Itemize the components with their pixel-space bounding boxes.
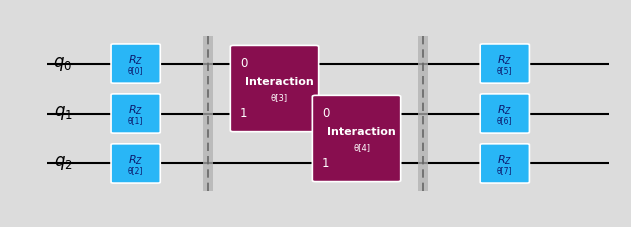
FancyBboxPatch shape <box>203 36 213 191</box>
FancyBboxPatch shape <box>480 44 529 83</box>
FancyBboxPatch shape <box>111 144 160 183</box>
FancyBboxPatch shape <box>230 45 319 132</box>
Text: θ[2]: θ[2] <box>128 166 143 175</box>
Text: θ[3]: θ[3] <box>271 93 288 102</box>
Text: 1: 1 <box>322 157 329 170</box>
Text: $R_Z$: $R_Z$ <box>128 53 143 67</box>
FancyBboxPatch shape <box>418 36 428 191</box>
Text: $R_Z$: $R_Z$ <box>128 103 143 117</box>
Text: Interaction: Interaction <box>245 77 314 87</box>
FancyBboxPatch shape <box>111 44 160 83</box>
Text: θ[5]: θ[5] <box>497 67 512 76</box>
FancyBboxPatch shape <box>480 144 529 183</box>
Text: θ[7]: θ[7] <box>497 166 512 175</box>
Text: θ[0]: θ[0] <box>128 67 143 76</box>
Text: $q_1$: $q_1$ <box>54 104 73 123</box>
Text: $R_Z$: $R_Z$ <box>497 153 512 167</box>
Text: 0: 0 <box>322 107 329 120</box>
Text: 0: 0 <box>240 57 247 70</box>
FancyBboxPatch shape <box>312 95 401 182</box>
Text: $R_Z$: $R_Z$ <box>497 103 512 117</box>
Text: $q_2$: $q_2$ <box>54 154 73 173</box>
Text: $R_Z$: $R_Z$ <box>128 153 143 167</box>
Text: 1: 1 <box>240 107 247 120</box>
Text: Interaction: Interaction <box>327 127 396 137</box>
Text: θ[6]: θ[6] <box>497 116 512 126</box>
FancyBboxPatch shape <box>111 94 160 133</box>
Text: θ[4]: θ[4] <box>353 143 370 152</box>
Text: θ[1]: θ[1] <box>128 116 143 126</box>
Text: $q_0$: $q_0$ <box>54 54 73 73</box>
FancyBboxPatch shape <box>480 94 529 133</box>
Text: $R_Z$: $R_Z$ <box>497 53 512 67</box>
